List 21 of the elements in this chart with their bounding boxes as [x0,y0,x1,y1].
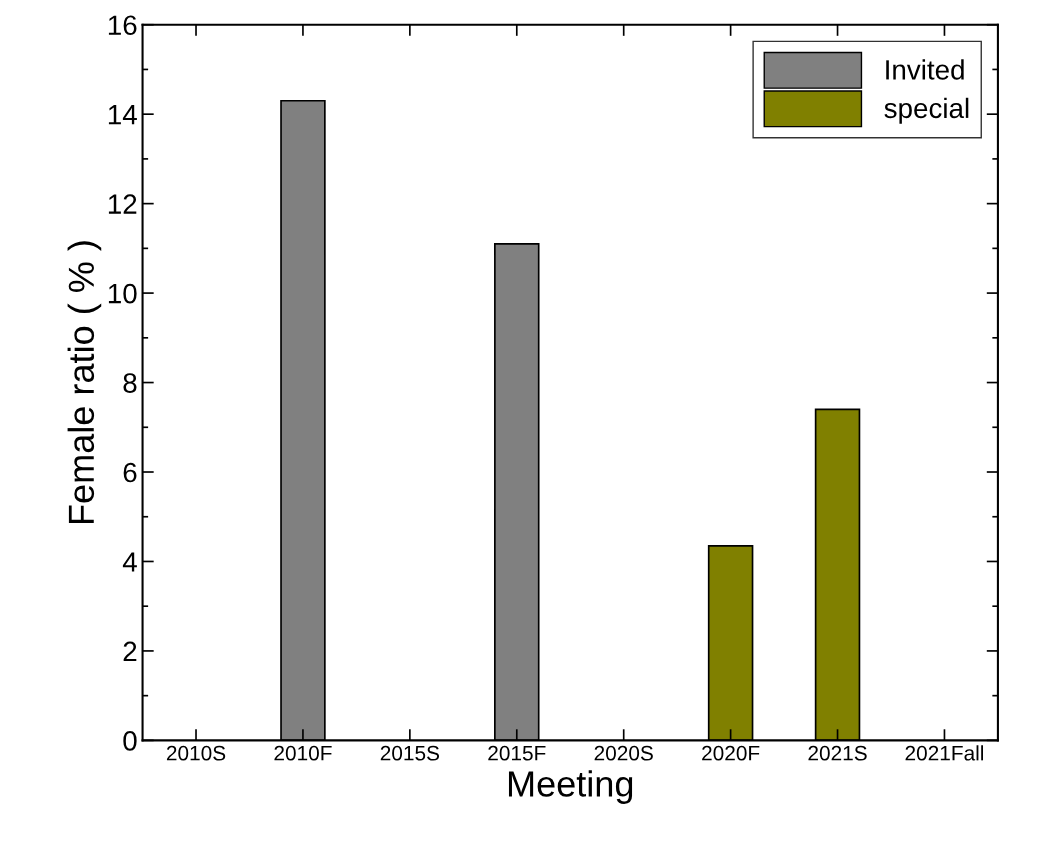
y-tick-label: 0 [123,731,137,751]
x-tick-label: 2020S [594,745,653,761]
y-tick-label: 8 [123,373,137,393]
x-tick-label: 2010S [166,745,226,761]
x-axis-title: Meeting [508,770,633,804]
legend-label: special [884,97,969,124]
x-tick-label: 2020F [702,745,760,761]
y-tick-label: 6 [123,462,137,483]
legend-label: Invited [886,59,964,80]
y-tick-label: 10 [108,283,137,304]
y-tick-label: 12 [108,194,137,214]
x-tick-label: 2021S [808,745,867,761]
x-tick-label: 2015S [380,745,440,761]
x-tick-label: 2015F [488,745,546,761]
y-axis-title: Female ratio ( % ) [67,241,102,524]
y-tick-label: 16 [108,15,137,36]
y-tick-label: 2 [123,641,137,661]
y-tick-label: 14 [108,105,137,125]
x-tick-label: 2010F [274,745,332,761]
x-tick-label: 2021Fall [905,745,984,761]
y-tick-label: 4 [122,552,137,572]
